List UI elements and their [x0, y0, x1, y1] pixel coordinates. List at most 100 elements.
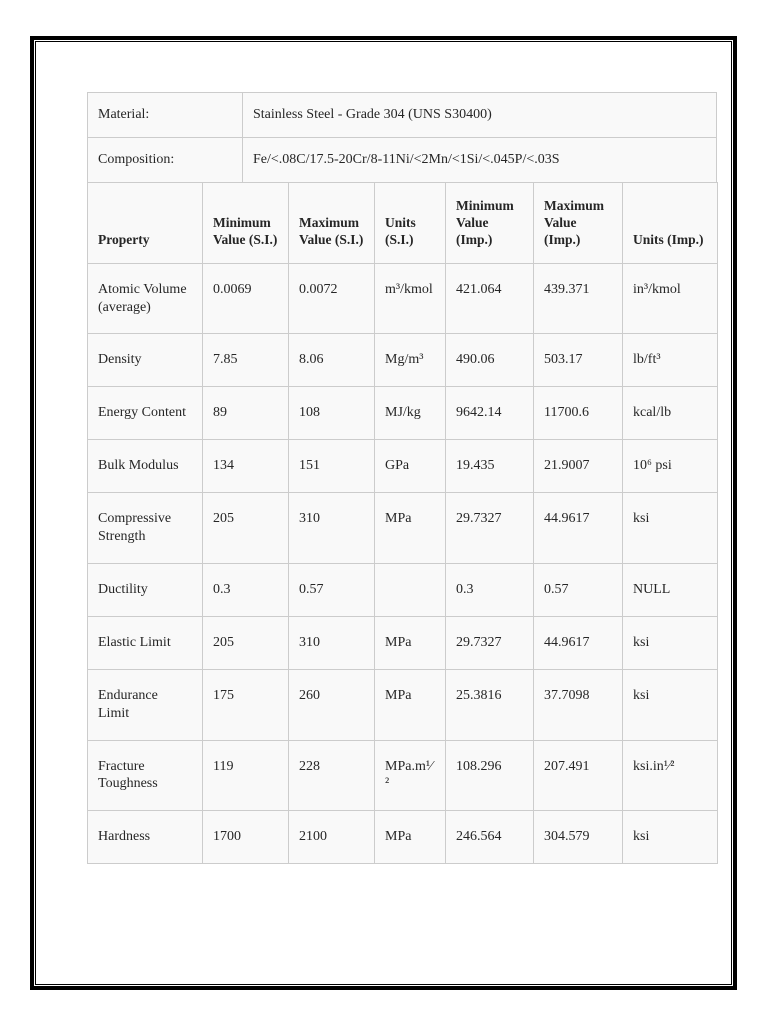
value-cell: 108	[288, 386, 375, 441]
value-cell: 207.491	[533, 739, 623, 812]
value-cell: m³/kmol	[374, 262, 446, 335]
value-cell: 11700.6	[533, 386, 623, 441]
value-cell: MPa	[374, 615, 446, 670]
table-row: Elastic Limit 205 310 MPa 29.7327 44.9617 ksi	[87, 615, 718, 670]
column-header: Maximum Value (Imp.)	[533, 181, 623, 264]
value-cell: 108.296	[445, 739, 534, 812]
table-header-row: Property Minimum Value (S.I.) Maximum Valu…	[87, 181, 718, 264]
composition-value: Fe/<.08C/17.5-20Cr/8-11Ni/<2Mn/<1Si/<.04…	[242, 136, 717, 183]
value-cell: 304.579	[533, 810, 623, 865]
value-cell: 25.3816	[445, 668, 534, 741]
property-cell: Compressive Strength	[87, 492, 203, 564]
value-cell: 29.7327	[445, 492, 534, 564]
value-cell: MJ/kg	[374, 386, 446, 441]
value-cell: 205	[202, 615, 289, 670]
value-cell: 89	[202, 386, 289, 441]
material-value: Stainless Steel - Grade 304 (UNS S30400)	[242, 92, 717, 138]
value-cell: 205	[202, 492, 289, 564]
value-cell: lb/ft³	[622, 333, 718, 388]
material-row: Material: Stainless Steel - Grade 304 (U…	[87, 92, 717, 138]
property-cell: Density	[87, 333, 203, 388]
value-cell: 151	[288, 439, 375, 494]
value-cell: 134	[202, 439, 289, 494]
value-cell: 421.064	[445, 262, 534, 335]
table-row: Bulk Modulus 134 151 GPa 19.435 21.9007 10⁶ ps…	[87, 439, 718, 494]
value-cell: GPa	[374, 439, 446, 494]
value-cell: 0.3	[445, 562, 534, 617]
value-cell: 0.0072	[288, 262, 375, 335]
table-row: Atomic Volume (average) 0.0069 0.0072 m³/km…	[87, 262, 718, 335]
value-cell: 490.06	[445, 333, 534, 388]
value-cell: 19.435	[445, 439, 534, 494]
value-cell: MPa	[374, 492, 446, 564]
value-cell: MPa	[374, 810, 446, 865]
value-cell: 9642.14	[445, 386, 534, 441]
value-cell: ksi	[622, 668, 718, 741]
value-cell: 1700	[202, 810, 289, 865]
property-cell: Endurance Limit	[87, 668, 203, 741]
property-cell: Bulk Modulus	[87, 439, 203, 494]
value-cell: 0.0069	[202, 262, 289, 335]
value-cell: in³/kmol	[622, 262, 718, 335]
table-row: Fracture Toughness 119 228 MPa.m¹⁄² 108.296 2…	[87, 739, 718, 812]
column-header: Property	[87, 181, 203, 264]
page-border-inner: Material: Stainless Steel - Grade 304 (U…	[35, 41, 732, 985]
property-cell: Atomic Volume (average)	[87, 262, 203, 335]
value-cell: 310	[288, 615, 375, 670]
column-header: Units (S.I.)	[374, 181, 446, 264]
composition-row: Composition: Fe/<.08C/17.5-20Cr/8-11Ni/<…	[87, 136, 717, 183]
table-row: Energy Content 89 108 MJ/kg 9642.14 11700.6 kc…	[87, 386, 718, 441]
table-row: Ductility 0.3 0.57 0.3 0.57 NULL	[87, 562, 718, 617]
value-cell: 37.7098	[533, 668, 623, 741]
property-cell: Fracture Toughness	[87, 739, 203, 812]
value-cell: 439.371	[533, 262, 623, 335]
value-cell: 8.06	[288, 333, 375, 388]
value-cell: 44.9617	[533, 615, 623, 670]
property-cell: Elastic Limit	[87, 615, 203, 670]
column-header: Maximum Value (S.I.)	[288, 181, 375, 264]
column-header: Units (Imp.)	[622, 181, 718, 264]
value-cell: 21.9007	[533, 439, 623, 494]
value-cell: 310	[288, 492, 375, 564]
column-header: Minimum Value (Imp.)	[445, 181, 534, 264]
properties-table: Property Minimum Value (S.I.) Maximum Valu…	[87, 181, 718, 865]
value-cell	[374, 562, 446, 617]
material-label: Material:	[87, 92, 243, 138]
column-header: Minimum Value (S.I.)	[202, 181, 289, 264]
value-cell: NULL	[622, 562, 718, 617]
composition-label: Composition:	[87, 136, 243, 183]
value-cell: 246.564	[445, 810, 534, 865]
value-cell: 260	[288, 668, 375, 741]
value-cell: ksi	[622, 492, 718, 564]
value-cell: kcal/lb	[622, 386, 718, 441]
value-cell: 503.17	[533, 333, 623, 388]
table-row: Hardness 1700 2100 MPa 246.564 304.579 ksi	[87, 810, 718, 865]
value-cell: MPa	[374, 668, 446, 741]
material-info-table: Material: Stainless Steel - Grade 304 (U…	[87, 92, 717, 183]
value-cell: 44.9617	[533, 492, 623, 564]
table-row: Density 7.85 8.06 Mg/m³ 490.06 503.17 lb/ft³	[87, 333, 718, 388]
value-cell: 29.7327	[445, 615, 534, 670]
value-cell: 119	[202, 739, 289, 812]
value-cell: 7.85	[202, 333, 289, 388]
value-cell: ksi	[622, 810, 718, 865]
value-cell: ksi	[622, 615, 718, 670]
value-cell: 10⁶ psi	[622, 439, 718, 494]
table-row: Endurance Limit 175 260 MPa 25.3816 37.7098 ks…	[87, 668, 718, 741]
value-cell: 0.3	[202, 562, 289, 617]
property-cell: Ductility	[87, 562, 203, 617]
value-cell: 0.57	[533, 562, 623, 617]
page-border-outer: Material: Stainless Steel - Grade 304 (U…	[30, 36, 737, 990]
value-cell: 2100	[288, 810, 375, 865]
property-cell: Hardness	[87, 810, 203, 865]
value-cell: 175	[202, 668, 289, 741]
table-row: Compressive Strength 205 310 MPa 29.7327 44.9…	[87, 492, 718, 564]
value-cell: 228	[288, 739, 375, 812]
page-content: Material: Stainless Steel - Grade 304 (U…	[36, 42, 731, 984]
value-cell: ksi.in¹⁄²	[622, 739, 718, 812]
value-cell: 0.57	[288, 562, 375, 617]
value-cell: Mg/m³	[374, 333, 446, 388]
property-cell: Energy Content	[87, 386, 203, 441]
value-cell: MPa.m¹⁄²	[374, 739, 446, 812]
